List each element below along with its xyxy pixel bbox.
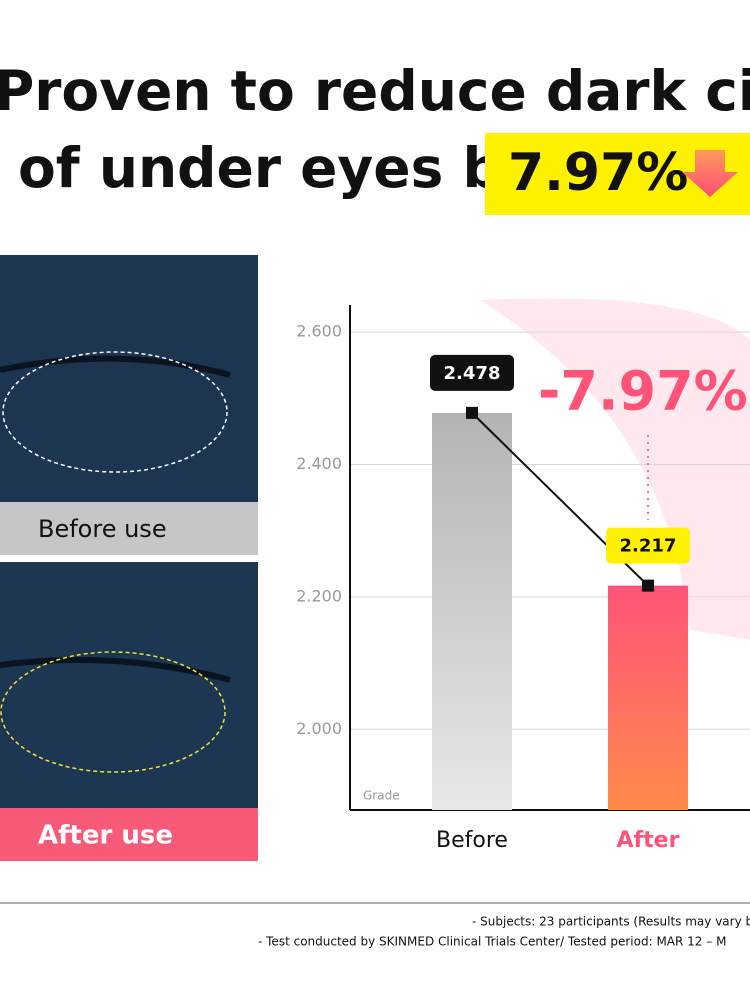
value-label: 2.478 bbox=[444, 363, 501, 384]
chart: 2.000 2.200 2.400 2.600 Grade Before After 2.47… bbox=[296, 305, 750, 853]
y-tick-label: 2.000 bbox=[296, 719, 342, 738]
y-tick-label: 2.600 bbox=[296, 322, 342, 341]
x-tick-label: After bbox=[617, 828, 680, 853]
after-label: After use bbox=[38, 821, 173, 851]
before-photo bbox=[0, 255, 258, 502]
x-tick-label: Before bbox=[436, 828, 508, 853]
highlight-text: 7.97% bbox=[508, 143, 688, 203]
footnote: - Test conducted by SKINMED Clinical Tri… bbox=[258, 935, 726, 949]
value-label-box bbox=[606, 527, 690, 564]
before-label: Before use bbox=[38, 515, 167, 543]
down-arrow-icon bbox=[682, 150, 738, 197]
eyelid bbox=[0, 657, 231, 683]
value-label-box bbox=[430, 354, 514, 391]
y-axis-label: Grade bbox=[363, 789, 400, 803]
footnote: - Subjects: 23 participants (Results may… bbox=[472, 915, 750, 929]
y-tick-label: 2.400 bbox=[296, 454, 342, 473]
value-label: 2.217 bbox=[620, 536, 677, 557]
bar bbox=[608, 585, 688, 810]
y-tick-label: 2.200 bbox=[296, 586, 342, 605]
point-marker bbox=[466, 406, 478, 419]
headline-line2: of under eyes by bbox=[18, 136, 538, 200]
after-ellipse bbox=[0, 651, 226, 773]
bar bbox=[432, 412, 512, 810]
point-marker bbox=[642, 579, 654, 592]
after-label-bar bbox=[0, 808, 258, 861]
before-label-bar bbox=[0, 502, 258, 555]
eyelid bbox=[0, 355, 231, 378]
annotation: -7.97% bbox=[538, 360, 748, 423]
headline-line1: Proven to reduce dark circle bbox=[0, 59, 750, 123]
before-ellipse bbox=[2, 351, 228, 473]
after-photo bbox=[0, 562, 258, 808]
